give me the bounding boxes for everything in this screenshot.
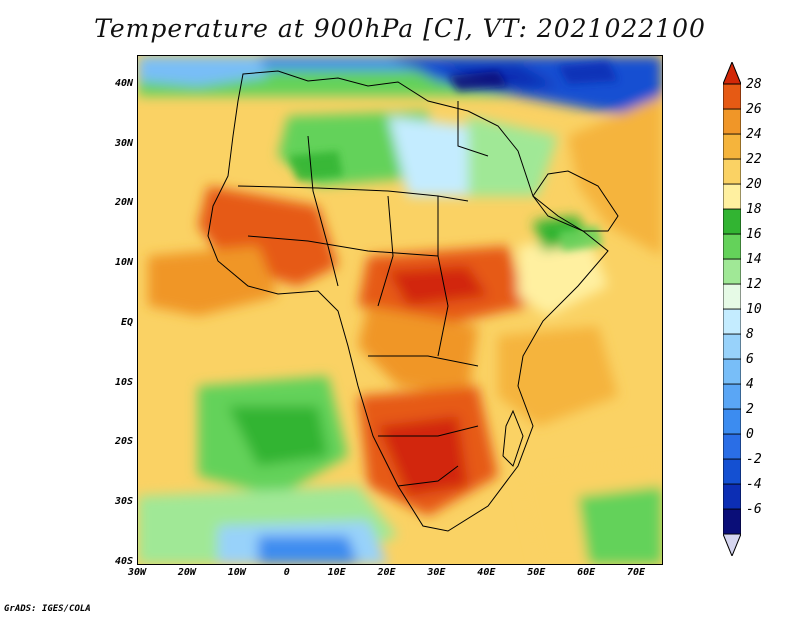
border-line — [437, 196, 449, 357]
colorbar-box — [723, 258, 741, 285]
colorbar-tick-label: 2 — [746, 402, 754, 417]
colorbar-tick-label: 0 — [746, 427, 754, 442]
colorbar-tick-label: -4 — [746, 477, 762, 492]
colorbar-box — [723, 458, 741, 485]
temperature-map — [137, 55, 663, 565]
colorbar-box — [723, 108, 741, 135]
colorbar-box — [723, 333, 741, 360]
colorbar-box — [723, 408, 741, 435]
border-line — [378, 425, 479, 437]
lon-tick-label: 70E — [627, 567, 646, 578]
colorbar — [723, 62, 741, 556]
colorbar-tick-label: 16 — [746, 227, 762, 242]
colorbar-tick-label: 12 — [746, 277, 762, 292]
colorbar-box — [723, 133, 741, 160]
border-line — [247, 235, 439, 257]
colorbar-tick-label: 26 — [746, 102, 762, 117]
colorbar-tick-label: 14 — [746, 252, 762, 267]
lat-tick-label: 20N — [114, 197, 133, 209]
madagascar-coastline — [502, 409, 524, 467]
border-line — [368, 355, 479, 367]
colorbar-box — [723, 283, 741, 310]
border-line — [457, 101, 489, 157]
colorbar-box — [723, 383, 741, 410]
colorbar-tick-label: 24 — [746, 127, 762, 142]
colorbar-box — [723, 508, 741, 535]
lon-tick-label: 10W — [227, 567, 246, 578]
colorbar-box — [723, 83, 741, 110]
lat-tick-label: 30S — [114, 496, 133, 508]
lat-tick-label: 40S — [114, 556, 133, 567]
lon-tick-label: 20W — [177, 567, 196, 578]
lat-tick-label: EQ — [120, 316, 133, 328]
map-field — [138, 56, 662, 564]
lon-tick-label: 0 — [283, 567, 290, 578]
colorbar-box — [723, 208, 741, 235]
lon-tick-label: 40E — [477, 567, 496, 578]
colorbar-tick-label: 10 — [746, 302, 762, 317]
colorbar-box — [723, 483, 741, 510]
colorbar-tick-label: 18 — [746, 202, 762, 217]
map-title: Temperature at 900hPa [C], VT: 202102210… — [94, 14, 706, 43]
lon-tick-label: 10E — [327, 567, 346, 578]
lon-tick-label: 50E — [527, 567, 546, 578]
border-line — [397, 465, 459, 487]
colorbar-box — [723, 183, 741, 210]
colorbar-box — [723, 308, 741, 335]
colorbar-box — [723, 233, 741, 260]
africa-coastline — [207, 70, 609, 532]
colorbar-over-triangle — [723, 62, 741, 85]
border-line — [237, 185, 469, 202]
border-line — [377, 195, 394, 307]
colorbar-tick-label: 20 — [746, 177, 762, 192]
lat-tick-label: 10N — [114, 257, 133, 269]
colorbar-tick-label: 28 — [746, 77, 762, 92]
colorbar-tick-label: 22 — [746, 152, 762, 167]
lat-tick-label: 20S — [114, 436, 133, 448]
lat-tick-label: 10S — [114, 376, 133, 388]
coastlines — [207, 70, 619, 532]
lon-tick-label: 60E — [577, 567, 596, 578]
lat-tick-label: 40N — [114, 77, 133, 89]
lon-tick-label: 30W — [127, 567, 147, 578]
colorbar-box — [723, 358, 741, 385]
border-line — [307, 135, 339, 287]
colorbar-box — [723, 158, 741, 185]
lat-tick-label: 30N — [114, 137, 133, 149]
colorbar-box — [723, 433, 741, 460]
colorbar-under-triangle — [723, 533, 741, 556]
colorbar-tick-label: 4 — [746, 377, 754, 392]
credit-text: GrADS: IGES/COLA — [4, 604, 91, 614]
colorbar-tick-label: 8 — [746, 327, 754, 342]
colorbar-tick-label: -6 — [746, 502, 762, 517]
lon-tick-label: 30E — [427, 567, 446, 578]
lon-tick-label: 20E — [377, 567, 396, 578]
arabia-coastline — [532, 170, 619, 232]
colorbar-tick-label: 6 — [746, 352, 754, 367]
colorbar-tick-label: -2 — [746, 452, 762, 467]
